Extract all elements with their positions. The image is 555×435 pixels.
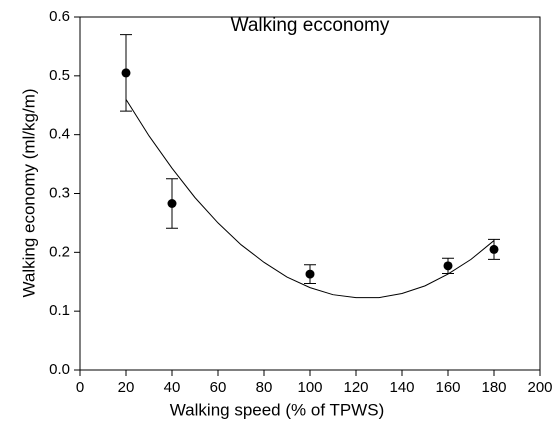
x-tick-label: 60 (210, 379, 227, 396)
data-point (167, 199, 177, 209)
y-tick-label: 0.1 (49, 302, 70, 319)
x-tick-label: 200 (527, 379, 552, 396)
data-point (121, 68, 131, 78)
x-tick-label: 120 (343, 379, 368, 396)
data-point (305, 269, 315, 279)
plot-frame (79, 16, 541, 371)
x-tick-label: 100 (297, 379, 322, 396)
x-axis-label: Walking speed (% of TPWS) (170, 400, 384, 419)
data-point (489, 244, 499, 254)
y-axis-label: Walking economy (ml/kg/m) (19, 88, 38, 297)
y-tick-label: 0.3 (49, 184, 70, 201)
y-tick-label: 0.5 (49, 67, 70, 84)
x-tick-label: 140 (389, 379, 414, 396)
fit-line (125, 99, 495, 299)
x-tick-label: 20 (118, 379, 135, 396)
y-tick-label: 0.6 (49, 8, 70, 25)
x-tick-label: 180 (481, 379, 506, 396)
x-tick-label: 160 (435, 379, 460, 396)
chart-title: Walking ecconomy (231, 15, 390, 36)
y-tick-label: 0.2 (49, 243, 70, 260)
x-tick-label: 0 (76, 379, 84, 396)
y-tick-label: 0.0 (49, 361, 70, 378)
x-tick-label: 80 (256, 379, 273, 396)
data-point (443, 261, 453, 271)
x-tick-label: 40 (164, 379, 181, 396)
y-tick-label: 0.4 (49, 126, 70, 143)
